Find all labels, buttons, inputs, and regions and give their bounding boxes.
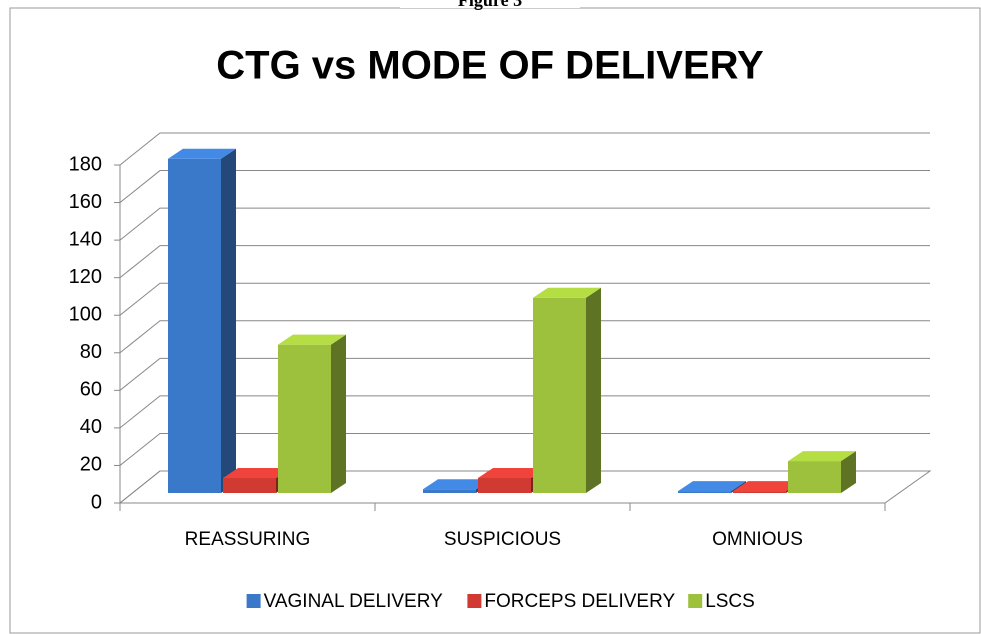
legend-label: VAGINAL DELIVERY xyxy=(264,591,443,612)
grid-line xyxy=(119,245,930,279)
y-tick-label: 40 xyxy=(80,416,102,438)
caption-bg xyxy=(400,0,580,8)
bar-front xyxy=(478,477,531,493)
bar-top xyxy=(788,451,856,462)
bar-top xyxy=(678,481,746,492)
bar-front xyxy=(678,491,731,493)
grid-line xyxy=(119,207,930,241)
y-tick-label: 0 xyxy=(91,491,102,513)
grid-line xyxy=(119,357,930,391)
bar-front xyxy=(168,158,221,493)
bar-front xyxy=(423,489,476,493)
x-tick-label: REASSURING xyxy=(185,529,311,550)
bar-top xyxy=(168,148,236,159)
y-tick-label: 100 xyxy=(69,304,102,326)
grid-line xyxy=(119,470,930,504)
grid-line xyxy=(119,432,930,466)
bar-side xyxy=(841,451,856,493)
bar xyxy=(278,334,346,493)
x-tick-label: OMNIOUS xyxy=(712,529,803,550)
grid-line xyxy=(119,395,930,429)
bar-front xyxy=(733,491,786,493)
legend-label: FORCEPS DELIVERY xyxy=(484,591,675,612)
grid-line xyxy=(119,320,930,354)
bar-side xyxy=(586,287,601,493)
bar-side xyxy=(221,148,236,493)
bar-top xyxy=(533,287,601,298)
bar-front xyxy=(533,297,586,493)
bar-side xyxy=(331,334,346,493)
legend-swatch xyxy=(467,594,482,608)
bar-top xyxy=(223,467,291,478)
x-tick-label: SUSPICIOUS xyxy=(444,529,561,550)
bar-top xyxy=(478,467,546,478)
bar xyxy=(533,287,601,493)
grid-line xyxy=(119,132,930,166)
bar-front xyxy=(223,477,276,493)
legend-swatch xyxy=(688,594,703,608)
bar-top xyxy=(733,481,801,492)
bar-top xyxy=(278,334,346,345)
y-tick-label: 160 xyxy=(69,191,102,213)
bar xyxy=(788,451,856,493)
bar-front xyxy=(788,461,841,493)
y-tick-label: 80 xyxy=(80,341,102,363)
y-tick-label: 140 xyxy=(69,228,102,250)
y-tick-label: 120 xyxy=(69,266,102,288)
bar xyxy=(168,148,236,493)
grid-line xyxy=(119,282,930,316)
y-tick-label: 60 xyxy=(80,379,102,401)
y-tick-label: 180 xyxy=(69,153,102,175)
y-tick-label: 20 xyxy=(80,454,102,476)
chart-title: CTG vs MODE OF DELIVERY xyxy=(216,44,764,88)
legend-label: LSCS xyxy=(705,591,755,612)
bar-front xyxy=(278,344,331,493)
caption: Figure 3 xyxy=(458,0,522,10)
bar-top xyxy=(423,479,491,490)
grid-line xyxy=(119,170,930,203)
legend-swatch xyxy=(246,594,261,608)
